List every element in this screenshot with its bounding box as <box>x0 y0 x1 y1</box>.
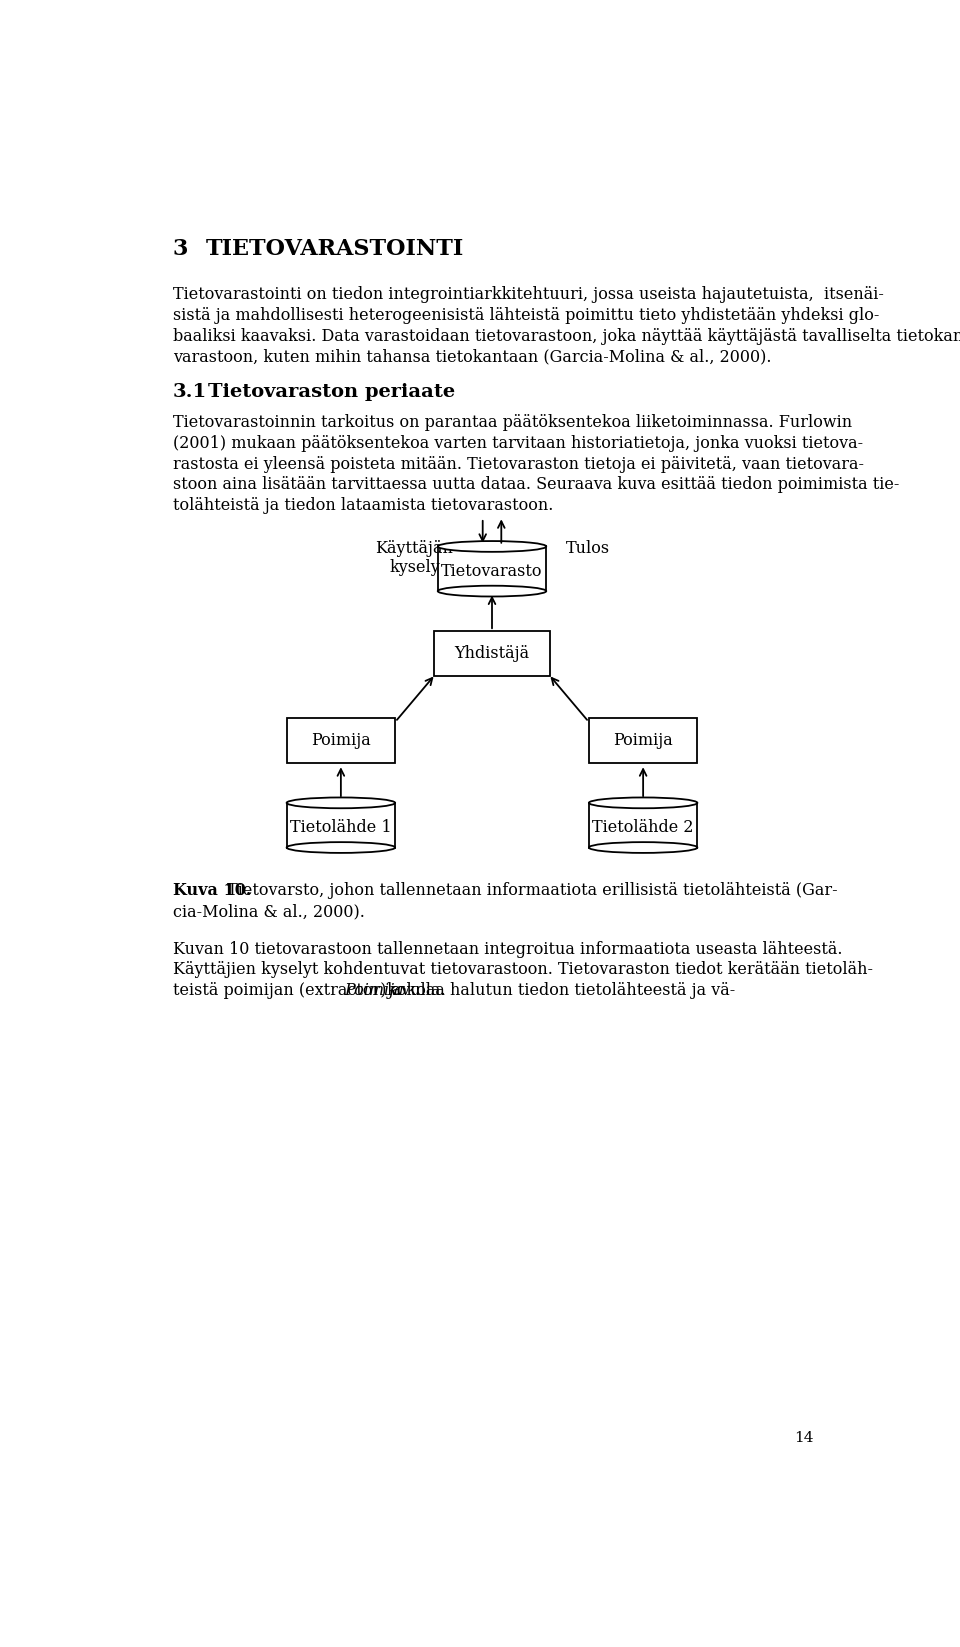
Bar <box>287 802 396 848</box>
Text: Poimija: Poimija <box>311 731 371 749</box>
Text: Yhdistäjä: Yhdistäjä <box>454 646 530 662</box>
Text: Kuva 10.: Kuva 10. <box>173 883 252 899</box>
Text: Poimija: Poimija <box>345 982 404 1000</box>
Text: kokoaa halutun tiedon tietolähteestä ja vä-: kokoaa halutun tiedon tietolähteestä ja … <box>382 982 735 1000</box>
Bar <box>287 718 396 763</box>
Bar <box>588 802 697 848</box>
Text: baaliksi kaavaksi. Data varastoidaan tietovarastoon, joka näyttää käyttäjästä ta: baaliksi kaavaksi. Data varastoidaan tie… <box>173 328 960 344</box>
Bar <box>438 547 546 591</box>
Text: Käyttäjien kyselyt kohdentuvat tietovarastoon. Tietovaraston tiedot kerätään tie: Käyttäjien kyselyt kohdentuvat tietovara… <box>173 962 873 978</box>
Ellipse shape <box>287 842 396 853</box>
Text: TIETOVARASTOINTI: TIETOVARASTOINTI <box>205 237 464 260</box>
Ellipse shape <box>588 842 697 853</box>
Ellipse shape <box>287 797 396 809</box>
Text: varastoon, kuten mihin tahansa tietokantaan (Garcia-Molina & al., 2000).: varastoon, kuten mihin tahansa tietokant… <box>173 349 771 366</box>
Text: rastosta ei yleensä poisteta mitään. Tietovaraston tietoja ei päivitetä, vaan ti: rastosta ei yleensä poisteta mitään. Tie… <box>173 456 864 473</box>
Text: 14: 14 <box>794 1431 814 1444</box>
Text: 3: 3 <box>173 237 188 260</box>
Text: (2001) mukaan päätöksentekoa varten tarvitaan historiatietoja, jonka vuoksi tiet: (2001) mukaan päätöksentekoa varten tarv… <box>173 435 863 451</box>
Text: Tietovarastoinnin tarkoitus on parantaa päätöksentekoa liiketoiminnassa. Furlowi: Tietovarastoinnin tarkoitus on parantaa … <box>173 413 852 432</box>
Text: Tulos: Tulos <box>565 540 610 557</box>
Text: Kuvan 10 tietovarastoon tallennetaan integroitua informaatiota useasta lähteestä: Kuvan 10 tietovarastoon tallennetaan int… <box>173 940 842 957</box>
Text: stoon aina lisätään tarvittaessa uutta dataa. Seuraava kuva esittää tiedon poimi: stoon aina lisätään tarvittaessa uutta d… <box>173 476 900 494</box>
Text: Tietolähde 2: Tietolähde 2 <box>592 820 694 837</box>
Text: Tietolähde 1: Tietolähde 1 <box>290 820 392 837</box>
Text: 3.1: 3.1 <box>173 384 207 402</box>
Bar <box>434 631 550 675</box>
Text: Tietovarasto: Tietovarasto <box>442 563 542 580</box>
Text: teistä poimijan (extractor) avulla.: teistä poimijan (extractor) avulla. <box>173 982 450 1000</box>
Text: sistä ja mahdollisesti heterogeenisistä lähteistä poimittu tieto yhdistetään yhd: sistä ja mahdollisesti heterogeenisistä … <box>173 306 879 324</box>
Ellipse shape <box>588 797 697 809</box>
Text: Poimija: Poimija <box>613 731 673 749</box>
Bar <box>588 718 697 763</box>
Text: cia-Molina & al., 2000).: cia-Molina & al., 2000). <box>173 903 365 921</box>
Ellipse shape <box>438 586 546 596</box>
Text: Tietovaraston periaate: Tietovaraston periaate <box>208 384 455 402</box>
Text: Käyttäjän
kysely: Käyttäjän kysely <box>375 540 453 576</box>
Text: tolähteistä ja tiedon lataamista tietovarastoon.: tolähteistä ja tiedon lataamista tietova… <box>173 497 553 514</box>
Ellipse shape <box>438 542 546 552</box>
Text: Tietovarastointi on tiedon integrointiarkkitehtuuri, jossa useista hajautetuista: Tietovarastointi on tiedon integrointiar… <box>173 287 883 303</box>
Text: Tietovarsto, johon tallennetaan informaatiota erillisistä tietolähteistä (Gar-: Tietovarsto, johon tallennetaan informaa… <box>223 883 838 899</box>
